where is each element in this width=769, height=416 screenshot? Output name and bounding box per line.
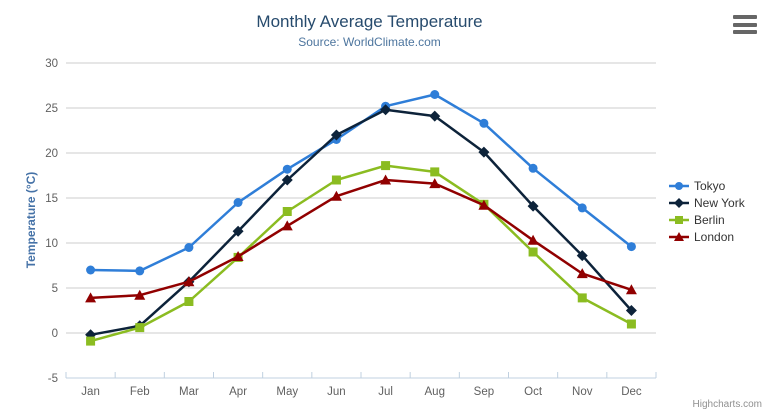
series-tokyo[interactable]: [86, 90, 636, 276]
circle-marker-icon[interactable]: [135, 266, 145, 276]
y-axis-label: 5: [52, 283, 58, 295]
legend-label: New York: [694, 195, 745, 210]
burger-bar: [733, 22, 757, 27]
y-axis-label: 25: [45, 103, 58, 115]
triangle-marker-icon[interactable]: [478, 199, 490, 210]
export-menu-icon[interactable]: [733, 15, 757, 34]
triangle-marker-icon[interactable]: [134, 289, 146, 300]
diamond-marker-icon[interactable]: [281, 174, 293, 186]
legend-label: Berlin: [694, 212, 725, 227]
circle-marker-icon[interactable]: [184, 243, 194, 252]
legend-marker-icon: [669, 197, 689, 208]
series-line[interactable]: [89, 164, 633, 343]
chart-subtitle: Source: WorldClimate.com: [298, 35, 441, 49]
chart-title: Monthly Average Temperature: [256, 12, 483, 31]
triangle-marker-icon[interactable]: [674, 231, 684, 241]
x-axis-label: Oct: [524, 386, 543, 398]
square-marker-icon[interactable]: [675, 215, 683, 224]
legend-item-new-york[interactable]: New York: [669, 194, 745, 211]
x-axis-label: Jan: [81, 386, 100, 398]
circle-marker-icon[interactable]: [282, 164, 292, 174]
legend-marker-icon: [669, 181, 689, 190]
y-axis-label: 15: [45, 193, 58, 205]
y-axis-label: 0: [52, 328, 58, 340]
circle-marker-icon[interactable]: [233, 198, 243, 207]
x-axis-label: May: [276, 386, 298, 398]
diamond-marker-icon[interactable]: [478, 146, 490, 158]
triangle-marker-icon[interactable]: [380, 174, 392, 185]
x-axis-label: Apr: [229, 386, 247, 398]
x-axis-label: Sep: [474, 386, 494, 398]
triangle-marker-icon[interactable]: [85, 292, 97, 303]
square-marker-icon[interactable]: [430, 167, 440, 177]
legend-marker-icon: [669, 215, 689, 224]
x-axis-label: Mar: [179, 386, 199, 398]
diamond-marker-icon[interactable]: [429, 110, 441, 122]
triangle-marker-icon[interactable]: [330, 190, 342, 201]
triangle-marker-icon[interactable]: [625, 284, 637, 295]
legend: Tokyo New York Berlin London: [669, 177, 745, 245]
diamond-marker-icon[interactable]: [232, 225, 244, 237]
square-marker-icon[interactable]: [331, 175, 341, 185]
square-marker-icon[interactable]: [381, 161, 391, 171]
legend-label: Tokyo: [694, 178, 726, 193]
y-axis-title: Temperature (°C): [24, 171, 38, 269]
legend-marker-icon: [669, 231, 689, 241]
square-marker-icon[interactable]: [184, 297, 194, 306]
y-axis-label: 30: [45, 58, 58, 70]
x-axis-label: Jun: [327, 386, 346, 398]
circle-marker-icon[interactable]: [86, 265, 96, 275]
square-marker-icon[interactable]: [282, 207, 292, 216]
diamond-marker-icon[interactable]: [674, 197, 684, 208]
square-marker-icon[interactable]: [86, 336, 96, 346]
circle-marker-icon[interactable]: [528, 163, 538, 173]
triangle-marker-icon[interactable]: [281, 220, 293, 231]
burger-bar: [733, 30, 757, 34]
diamond-marker-icon[interactable]: [527, 200, 539, 212]
series-line[interactable]: [89, 93, 633, 273]
circle-marker-icon[interactable]: [577, 203, 587, 213]
x-axis-label: Nov: [572, 386, 593, 398]
circle-marker-icon[interactable]: [675, 181, 683, 190]
credits-link[interactable]: Highcharts.com: [692, 399, 762, 410]
diamond-marker-icon[interactable]: [576, 250, 588, 262]
burger-bar: [733, 15, 757, 19]
x-axis-label: Jul: [378, 386, 393, 398]
triangle-marker-icon[interactable]: [232, 251, 244, 261]
series-line[interactable]: [89, 178, 633, 300]
diamond-marker-icon[interactable]: [625, 305, 637, 316]
diamond-marker-icon[interactable]: [380, 104, 392, 116]
x-axis-label: Aug: [425, 386, 445, 398]
y-axis-label: -5: [48, 373, 58, 385]
triangle-marker-icon[interactable]: [527, 234, 539, 245]
legend-item-london[interactable]: London: [669, 228, 745, 245]
legend-label: London: [694, 229, 735, 244]
square-marker-icon[interactable]: [135, 323, 145, 333]
series-london[interactable]: [85, 174, 637, 303]
circle-marker-icon[interactable]: [479, 118, 489, 128]
diamond-marker-icon[interactable]: [330, 129, 342, 141]
triangle-marker-icon[interactable]: [429, 178, 441, 189]
triangle-marker-icon[interactable]: [576, 268, 588, 279]
y-axis-label: 10: [45, 238, 58, 250]
circle-marker-icon[interactable]: [626, 242, 636, 252]
square-marker-icon[interactable]: [626, 319, 636, 329]
square-marker-icon[interactable]: [577, 293, 587, 303]
y-axis-label: 20: [45, 148, 58, 160]
series-line[interactable]: [89, 108, 633, 337]
series-new-york[interactable]: [85, 104, 637, 341]
x-axis-label: Feb: [130, 386, 150, 398]
circle-marker-icon[interactable]: [430, 90, 440, 99]
legend-item-berlin[interactable]: Berlin: [669, 211, 745, 228]
x-axis-label: Dec: [621, 386, 642, 398]
triangle-marker-icon[interactable]: [183, 276, 195, 287]
legend-item-tokyo[interactable]: Tokyo: [669, 177, 745, 194]
square-marker-icon[interactable]: [528, 247, 538, 257]
